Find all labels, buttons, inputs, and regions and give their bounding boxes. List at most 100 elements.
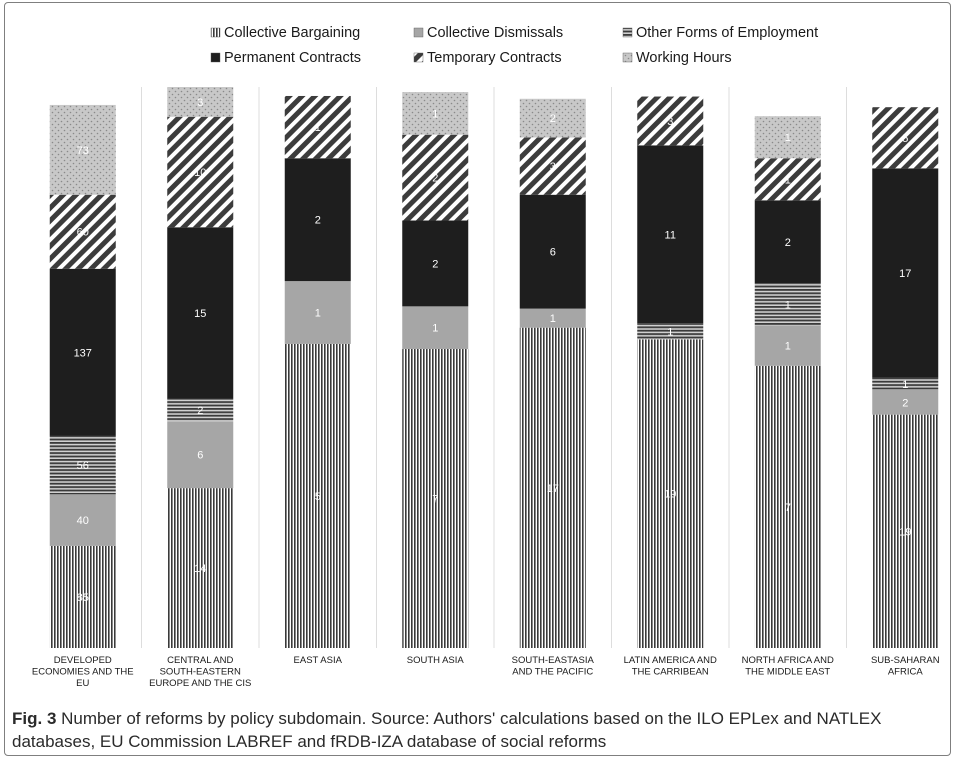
bar-segment-sub-saharan-africa-temporary-contracts [872,107,939,169]
bar-segment-south-eastasia-and-the-pacific-working-hours [519,98,586,138]
x-tick-label-south-eastasia-and-the-pacific: SOUTH-EASTASIA AND THE PACIFIC [512,655,595,678]
chart-legend: Collective Bargaining Collective Dismissa… [210,25,818,66]
bar-segment-south-asia-collective-bargaining [402,348,469,648]
figure-label: Fig. 3 [12,709,57,728]
bar-segment-north-africa-and-the-middle-east-working-hours [754,116,821,159]
data-label-east-asia-collective-dismissals: 1 [315,308,321,320]
bar-segment-developed-economies-and-the-eu-temporary-contracts [49,194,116,269]
bar-segment-south-eastasia-and-the-pacific-permanent-contracts [519,194,586,309]
bar-segment-latin-america-and-the-carribean-collective-bargaining [637,339,704,648]
legend-label-collective-bargaining: Collective Bargaining [224,25,360,41]
bar-segment-south-asia-temporary-contracts [402,134,469,221]
data-label-south-eastasia-and-the-pacific-permanent-contracts: 6 [550,247,556,259]
data-label-latin-america-and-the-carribean-other-forms-of-employment: 1 [667,326,673,338]
data-label-north-africa-and-the-middle-east-collective-dismissals: 1 [785,341,791,353]
bar-segment-developed-economies-and-the-eu-collective-dismissals [49,494,116,546]
bar-segment-south-eastasia-and-the-pacific-collective-dismissals [519,308,586,328]
figure-caption: Fig. 3 Number of reforms by policy subdo… [12,707,947,753]
data-label-central-and-south-eastern-europe-and-the-cis-permanent-contracts: 15 [194,308,206,320]
data-label-developed-economies-and-the-eu-temporary-contracts: 60 [77,227,89,239]
legend-label-permanent-contracts: Permanent Contracts [224,50,361,66]
figure-frame [4,2,951,756]
data-label-east-asia-temporary-contracts: 1 [315,122,321,134]
data-label-sub-saharan-africa-temporary-contracts: 5 [902,133,908,145]
bar-segment-central-and-south-eastern-europe-and-the-cis-working-hours [167,87,234,117]
data-label-central-and-south-eastern-europe-and-the-cis-other-forms-of-employment: 2 [197,405,203,417]
x-tick-label-latin-america-and-the-carribean: LATIN AMERICA AND THE CARRIBEAN [624,655,717,678]
data-label-north-africa-and-the-middle-east-permanent-contracts: 2 [785,237,791,249]
bar-segment-north-africa-and-the-middle-east-temporary-contracts [754,158,821,201]
data-label-latin-america-and-the-carribean-permanent-contracts: 11 [665,229,676,241]
legend-label-working-hours: Working Hours [636,50,732,66]
data-label-central-and-south-eastern-europe-and-the-cis-collective-bargaining: 14 [194,563,206,575]
data-label-sub-saharan-africa-permanent-contracts: 17 [899,268,911,280]
bar-segment-sub-saharan-africa-permanent-contracts [872,168,939,378]
data-label-south-asia-permanent-contracts: 2 [432,258,438,270]
data-label-south-eastasia-and-the-pacific-collective-bargaining: 17 [547,483,559,495]
bar-segment-latin-america-and-the-carribean-permanent-contracts [637,145,704,324]
bar-segment-east-asia-collective-dismissals [284,281,351,344]
data-label-sub-saharan-africa-collective-bargaining: 19 [899,526,911,538]
data-label-developed-economies-and-the-eu-other-forms-of-employment: 56 [77,460,89,472]
bar-segment-south-eastasia-and-the-pacific-collective-bargaining [519,327,586,648]
bar-segment-latin-america-and-the-carribean-temporary-contracts [637,96,704,146]
data-label-central-and-south-eastern-europe-and-the-cis-collective-dismissals: 6 [197,450,203,462]
data-label-developed-economies-and-the-eu-working-hours: 73 [77,145,89,157]
data-label-central-and-south-eastern-europe-and-the-cis-working-hours: 3 [197,97,203,109]
bar-segment-east-asia-temporary-contracts [284,95,351,159]
data-label-developed-economies-and-the-eu-collective-bargaining: 85 [77,592,89,604]
bar-segment-south-asia-permanent-contracts [402,220,469,307]
data-label-north-africa-and-the-middle-east-other-forms-of-employment: 1 [785,299,791,311]
legend-swatch-working-hours [622,52,633,63]
legend-label-collective-dismissals: Collective Dismissals [427,25,563,41]
legend-swatch-other-forms-of-employment [622,27,633,38]
data-label-developed-economies-and-the-eu-collective-dismissals: 40 [77,515,89,527]
data-label-south-asia-collective-dismissals: 1 [432,323,438,335]
bar-segment-central-and-south-eastern-europe-and-the-cis-other-forms-of-employment [167,398,234,422]
caption-text: Number of reforms by policy subdomain. S… [12,709,882,751]
data-label-south-eastasia-and-the-pacific-collective-dismissals: 1 [550,313,556,325]
legend-swatch-collective-bargaining [210,27,221,38]
bar-segment-sub-saharan-africa-other-forms-of-employment [872,377,939,390]
data-label-sub-saharan-africa-other-forms-of-employment: 1 [902,379,908,391]
bar-segment-developed-economies-and-the-eu-permanent-contracts [49,268,116,436]
data-label-central-and-south-eastern-europe-and-the-cis-temporary-contracts: 10 [194,167,206,179]
x-tick-label-south-asia: SOUTH ASIA [407,655,465,666]
x-tick-label-north-africa-and-the-middle-east: NORTH AFRICA AND THE MIDDLE EAST [742,655,834,678]
bar-segment-central-and-south-eastern-europe-and-the-cis-collective-dismissals [167,421,234,489]
bar-segment-central-and-south-eastern-europe-and-the-cis-temporary-contracts [167,116,234,228]
bar-segment-developed-economies-and-the-eu-collective-bargaining [49,545,116,648]
legend-swatch-collective-dismissals [413,27,424,38]
data-label-east-asia-collective-bargaining: 5 [315,491,321,503]
data-label-south-asia-collective-bargaining: 7 [432,493,438,505]
bar-segment-sub-saharan-africa-collective-bargaining [872,414,939,648]
bar-segment-south-asia-collective-dismissals [402,306,469,349]
x-axis-labels: DEVELOPED ECONOMIES AND THE EU CENTRAL AND S… [32,655,940,689]
bar-segment-central-and-south-eastern-europe-and-the-cis-permanent-contracts [167,227,234,399]
data-label-south-asia-working-hours: 1 [432,108,438,120]
data-label-north-africa-and-the-middle-east-collective-bargaining: 7 [785,502,791,514]
data-label-north-africa-and-the-middle-east-temporary-contracts: 1 [785,174,791,186]
bar-stacks: 8540561376073146215103512171221171632191… [49,87,939,648]
x-tick-label-sub-saharan-africa: SUB-SAHARAN AFRICA [871,655,940,678]
stacked-bar-chart: Collective Bargaining Collective Dismissa… [32,25,940,689]
bar-segment-east-asia-collective-bargaining [284,343,351,648]
data-label-latin-america-and-the-carribean-temporary-contracts: 3 [667,116,673,128]
x-tick-label-central-and-south-eastern-europe-and-the-cis: CENTRAL AND SOUTH-EASTERN EUROPE AND THE C… [149,655,251,689]
data-label-sub-saharan-africa-collective-dismissals: 2 [902,397,908,409]
bar-segment-east-asia-permanent-contracts [284,158,351,282]
bar-segment-south-eastasia-and-the-pacific-temporary-contracts [519,137,586,195]
bar-segment-north-africa-and-the-middle-east-collective-bargaining [754,365,821,648]
legend-label-temporary-contracts: Temporary Contracts [427,50,562,66]
data-label-east-asia-permanent-contracts: 2 [315,215,321,227]
legend-swatch-temporary-contracts [413,52,424,63]
bar-segment-latin-america-and-the-carribean-other-forms-of-employment [637,323,704,340]
bar-segment-central-and-south-eastern-europe-and-the-cis-collective-bargaining [167,488,234,648]
legend-swatch-permanent-contracts [210,52,221,63]
bar-segment-north-africa-and-the-middle-east-collective-dismissals [754,325,821,366]
data-label-north-africa-and-the-middle-east-working-hours: 1 [785,132,791,144]
bar-segment-north-africa-and-the-middle-east-other-forms-of-employment [754,283,821,326]
bar-segment-sub-saharan-africa-collective-dismissals [872,389,939,415]
data-label-developed-economies-and-the-eu-permanent-contracts: 137 [74,347,92,359]
x-tick-label-developed-economies-and-the-eu: DEVELOPED ECONOMIES AND THE EU [32,655,134,689]
